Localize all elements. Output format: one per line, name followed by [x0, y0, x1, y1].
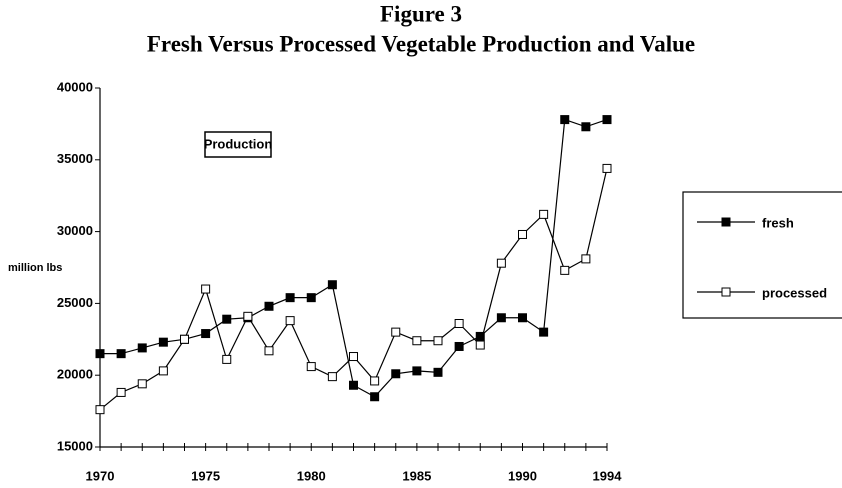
marker	[370, 376, 380, 386]
y-tick-label: 40000	[57, 79, 93, 94]
legend-label: processed	[762, 285, 827, 300]
marker	[496, 313, 506, 323]
marker	[116, 387, 126, 397]
legend-label: fresh	[762, 215, 794, 230]
x-tick-label: 1990	[508, 468, 537, 483]
marker	[370, 392, 380, 402]
x-tick-label: 1994	[593, 468, 623, 483]
y-tick-label: 15000	[57, 438, 93, 453]
marker	[264, 301, 274, 311]
marker	[264, 346, 274, 356]
y-tick-label: 20000	[57, 367, 93, 382]
marker	[243, 311, 253, 321]
marker	[454, 319, 464, 329]
marker	[180, 334, 189, 344]
y-tick-label: 30000	[57, 223, 93, 238]
annotation-box	[204, 131, 272, 158]
marker	[222, 314, 232, 324]
marker	[475, 340, 485, 350]
marker	[285, 293, 295, 303]
marker	[433, 367, 443, 377]
marker	[116, 349, 126, 359]
x-tick-label: 1980	[297, 468, 326, 483]
chart-subtitle: Fresh Versus Processed Vegetable Product…	[147, 31, 695, 56]
line	[99, 168, 608, 411]
marker	[475, 331, 485, 341]
marker	[327, 280, 337, 290]
chart-title: Figure 3	[380, 1, 462, 26]
legend-marker	[721, 287, 731, 297]
marker	[560, 265, 570, 275]
marker	[306, 362, 316, 372]
marker	[433, 336, 443, 346]
marker	[391, 369, 401, 379]
marker	[349, 380, 358, 390]
marker	[412, 336, 422, 346]
marker	[158, 337, 168, 347]
marker	[306, 293, 316, 303]
marker	[137, 343, 147, 353]
marker	[285, 316, 295, 326]
marker	[581, 122, 591, 132]
marker	[201, 284, 211, 294]
marker	[327, 372, 337, 382]
legend-marker	[721, 217, 731, 227]
marker	[496, 258, 506, 268]
x-tick-label: 1970	[86, 468, 115, 483]
marker	[349, 352, 358, 362]
marker	[602, 163, 612, 173]
annotation: Production	[204, 136, 273, 151]
marker	[602, 115, 612, 125]
marker	[454, 341, 464, 351]
y-tick-label: 25000	[57, 295, 93, 310]
marker	[222, 354, 232, 364]
marker	[95, 405, 105, 415]
y-axis-label: million lbs	[8, 262, 62, 274]
marker	[158, 366, 168, 376]
marker	[539, 209, 549, 219]
marker	[137, 379, 147, 389]
marker	[539, 327, 549, 337]
marker	[518, 229, 527, 239]
legend-box	[682, 191, 842, 319]
marker	[201, 329, 211, 339]
marker	[95, 349, 105, 359]
marker	[391, 327, 401, 337]
marker	[581, 254, 591, 264]
marker	[560, 115, 570, 125]
x-tick-label: 1975	[191, 468, 220, 483]
y-tick-label: 35000	[57, 151, 93, 166]
marker	[518, 313, 527, 323]
x-tick-label: 1985	[402, 468, 431, 483]
marker	[412, 366, 422, 376]
